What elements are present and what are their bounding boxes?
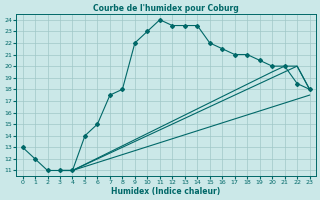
Title: Courbe de l'humidex pour Coburg: Courbe de l'humidex pour Coburg [93, 4, 239, 13]
X-axis label: Humidex (Indice chaleur): Humidex (Indice chaleur) [111, 187, 221, 196]
